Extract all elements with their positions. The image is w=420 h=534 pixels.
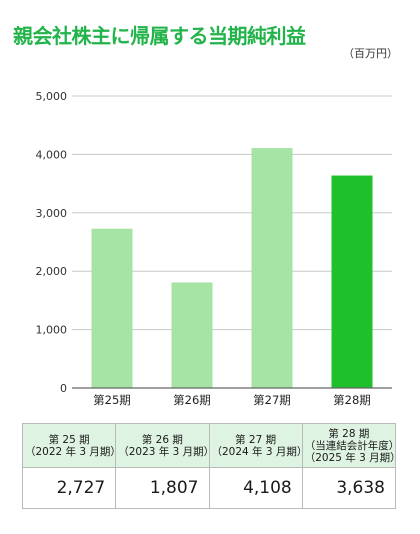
header-period: 第 27 期: [235, 433, 277, 446]
table-header-cell: 第 27 期 （2024 年 3 月期）: [208, 423, 308, 468]
x-category-label: 第27期: [253, 393, 291, 407]
bar: [91, 228, 133, 388]
bar-chart: 0 1,000 2,000 3,000 4,000 5,000 第25期 第26期 第27期 第2…: [36, 90, 392, 407]
x-category-label: 第26期: [173, 393, 211, 407]
x-category-label: 第28期: [333, 393, 371, 407]
header-period: 第 26 期: [141, 433, 183, 446]
header-fiscal-year: （2024 年 3 月期）: [211, 445, 308, 458]
bar: [251, 148, 293, 388]
table-cell-value: 4,108: [208, 467, 303, 509]
header-period: 第 28 期: [328, 427, 370, 440]
header-fiscal-year: （2022 年 3 月期）: [25, 445, 121, 458]
y-tick-label: 1,000: [36, 324, 68, 337]
bar: [331, 175, 373, 388]
table-cell-value: 2,727: [21, 467, 117, 509]
data-table: 第 25 期 （2022 年 3 月期） 第 26 期 （2023 年 3 月期…: [21, 423, 401, 509]
header-fiscal-year: （2023 年 3 月期）: [118, 445, 215, 458]
chart-title: 親会社株主に帰属する当期純利益: [13, 24, 306, 48]
x-category-label: 第25期: [93, 393, 131, 407]
y-tick-label: 3,000: [36, 207, 68, 220]
table-header-row: 第 25 期 （2022 年 3 月期） 第 26 期 （2023 年 3 月期…: [21, 423, 401, 468]
bar: [171, 282, 213, 388]
header-period: 第 25 期: [48, 433, 90, 446]
unit-label: （百万円）: [343, 47, 398, 60]
table-cell-value: 1,807: [115, 467, 210, 509]
y-tick-label: 4,000: [36, 148, 68, 161]
table-header-cell: 第 25 期 （2022 年 3 月期）: [21, 423, 121, 468]
table-cell-value: 3,638: [301, 467, 397, 509]
table-header-cell: 第 28 期 （当連結会計年度） （2025 年 3 月期）: [301, 423, 401, 468]
header-consolidated-year: （当連結会計年度）: [304, 439, 400, 452]
y-tick-label: 5,000: [36, 90, 68, 103]
y-tick-label: 2,000: [36, 265, 68, 278]
header-fiscal-year: （2025 年 3 月期）: [304, 451, 401, 464]
table-row: 2,727 1,807 4,108 3,638: [21, 467, 397, 509]
y-tick-label: 0: [60, 382, 67, 395]
table-header-cell: 第 26 期 （2023 年 3 月期）: [115, 423, 215, 468]
